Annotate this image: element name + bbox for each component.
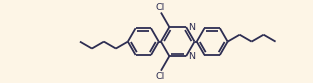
Text: N: N xyxy=(187,52,195,61)
Text: N: N xyxy=(187,23,195,32)
Text: Cl: Cl xyxy=(155,72,165,81)
Text: Cl: Cl xyxy=(155,2,165,12)
